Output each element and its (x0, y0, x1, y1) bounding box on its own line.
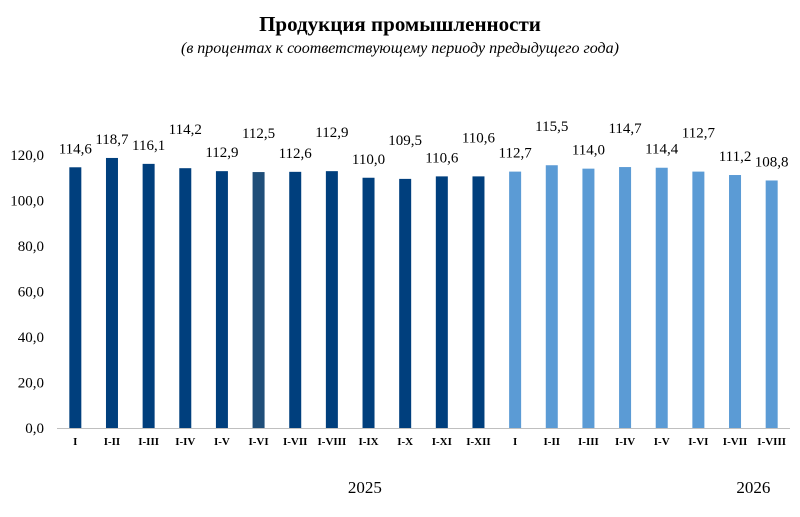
y-tick-label: 80,0 (18, 239, 44, 255)
bar (582, 168, 595, 428)
bar (142, 163, 155, 428)
y-tick-label: 0,0 (25, 421, 44, 437)
category-label: I-IV (615, 436, 635, 448)
bar (765, 180, 778, 428)
bar (399, 178, 412, 428)
bar (435, 176, 448, 428)
bar (69, 167, 82, 428)
bar (619, 167, 632, 428)
y-tick-label: 100,0 (10, 194, 44, 210)
category-label: I-VI (688, 436, 708, 448)
bar (509, 171, 522, 429)
bar (472, 176, 485, 428)
category-label: I-IX (358, 436, 378, 448)
data-label: 112,7 (682, 126, 716, 142)
category-label: I-XII (466, 436, 490, 448)
category-label: I-IV (175, 436, 195, 448)
y-tick-label: 40,0 (18, 330, 44, 346)
category-label: I-VIII (757, 436, 786, 448)
bar (545, 165, 558, 429)
data-label: 110,6 (462, 130, 496, 146)
bar (325, 171, 338, 428)
bar (179, 168, 192, 428)
category-label: I-VIII (318, 436, 347, 448)
category-label: I-VI (248, 436, 268, 448)
data-label: 116,1 (132, 138, 165, 154)
bar (692, 171, 705, 429)
category-label: I-III (578, 436, 599, 448)
data-label: 111,2 (719, 149, 752, 165)
data-label: 114,4 (645, 142, 679, 158)
category-label: I (513, 436, 517, 448)
data-label: 114,6 (59, 141, 93, 157)
year-label: 2025 (348, 478, 382, 497)
data-label: 112,7 (499, 146, 533, 162)
bar (105, 157, 118, 428)
data-label: 114,7 (608, 121, 642, 137)
data-label: 112,6 (279, 146, 313, 162)
category-label: I-VII (283, 436, 307, 448)
category-label: I-III (138, 436, 159, 448)
bar (362, 177, 375, 428)
data-label: 114,2 (169, 122, 202, 138)
bar (252, 172, 265, 428)
bar (655, 167, 668, 429)
chart-subtitle: (в процентах к соответствующему периоду … (181, 40, 619, 57)
data-label: 112,5 (242, 126, 275, 142)
bar (729, 175, 742, 428)
category-label: I-II (544, 436, 561, 448)
data-label: 110,0 (352, 152, 385, 168)
y-tick-label: 120,0 (10, 148, 44, 164)
data-label: 110,6 (425, 150, 459, 166)
year-label: 2026 (736, 478, 770, 497)
data-label: 118,7 (95, 132, 129, 148)
data-label: 114,0 (572, 143, 605, 159)
bar (289, 171, 302, 428)
category-label: I-X (397, 436, 413, 448)
bar (215, 171, 228, 428)
y-tick-label: 20,0 (18, 376, 44, 392)
category-label: I-V (214, 436, 230, 448)
data-label: 112,9 (205, 145, 238, 161)
category-label: I-II (104, 436, 121, 448)
data-label: 109,5 (388, 133, 422, 149)
category-label: I-V (654, 436, 670, 448)
data-label: 112,9 (315, 125, 348, 141)
y-tick-label: 60,0 (18, 285, 44, 301)
category-label: I (73, 436, 77, 448)
data-label: 115,5 (535, 119, 568, 135)
data-label: 108,8 (755, 154, 789, 170)
category-label: I-XI (432, 436, 452, 448)
chart-title: Продукция промышленности (259, 12, 541, 36)
category-label: I-VII (723, 436, 747, 448)
